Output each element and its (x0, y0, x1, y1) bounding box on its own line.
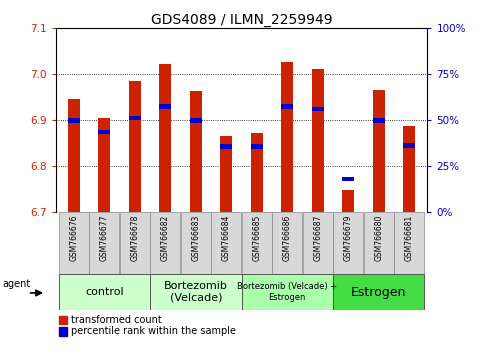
Bar (312, 69, 324, 212)
Text: GSM766683: GSM766683 (191, 214, 200, 261)
Text: transformed count: transformed count (71, 315, 161, 325)
Bar (98, 130, 111, 134)
Bar (212, 212, 241, 274)
Bar (342, 190, 355, 212)
Bar (272, 212, 302, 274)
Bar (251, 133, 263, 212)
Bar (89, 212, 119, 274)
Bar (181, 212, 211, 274)
Bar (190, 91, 202, 212)
Bar (333, 212, 363, 274)
Text: GSM766679: GSM766679 (344, 214, 353, 261)
Bar (372, 118, 385, 122)
Bar (59, 316, 67, 324)
Bar (150, 212, 180, 274)
Bar (98, 118, 111, 212)
Text: agent: agent (2, 279, 30, 289)
Bar (68, 118, 80, 122)
Bar (281, 62, 293, 212)
Bar (220, 136, 232, 212)
Text: percentile rank within the sample: percentile rank within the sample (71, 326, 236, 336)
Bar (364, 212, 394, 274)
Bar (128, 116, 141, 120)
Bar (242, 274, 333, 310)
Text: GSM766678: GSM766678 (130, 214, 139, 261)
Title: GDS4089 / ILMN_2259949: GDS4089 / ILMN_2259949 (151, 13, 332, 27)
Bar (303, 212, 333, 274)
Bar (342, 177, 355, 181)
Bar (68, 99, 80, 212)
Bar (333, 274, 425, 310)
Text: GSM766685: GSM766685 (252, 214, 261, 261)
Bar (403, 143, 415, 148)
Bar (159, 64, 171, 212)
Bar (372, 90, 385, 212)
Bar (251, 144, 263, 149)
Text: GSM766684: GSM766684 (222, 214, 231, 261)
Bar (59, 327, 67, 336)
Text: GSM766682: GSM766682 (161, 214, 170, 261)
Bar (242, 212, 271, 274)
Text: Bortezomib
(Velcade): Bortezomib (Velcade) (164, 281, 227, 303)
Text: GSM766677: GSM766677 (100, 214, 109, 261)
Text: GSM766681: GSM766681 (405, 214, 413, 261)
Text: GSM766686: GSM766686 (283, 214, 292, 261)
Bar (190, 118, 202, 122)
Bar (312, 107, 324, 111)
Bar (150, 274, 242, 310)
Bar (120, 212, 150, 274)
Bar (159, 104, 171, 109)
Bar (394, 212, 424, 274)
Text: GSM766676: GSM766676 (70, 214, 78, 261)
Text: Bortezomib (Velcade) +
Estrogen: Bortezomib (Velcade) + Estrogen (237, 282, 337, 302)
Text: GSM766687: GSM766687 (313, 214, 322, 261)
Text: Estrogen: Estrogen (351, 286, 406, 298)
Bar (58, 274, 150, 310)
Bar (403, 126, 415, 212)
Bar (220, 144, 232, 149)
Bar (59, 212, 89, 274)
Text: GSM766680: GSM766680 (374, 214, 383, 261)
Bar (128, 81, 141, 212)
Bar (281, 104, 293, 109)
Text: control: control (85, 287, 124, 297)
